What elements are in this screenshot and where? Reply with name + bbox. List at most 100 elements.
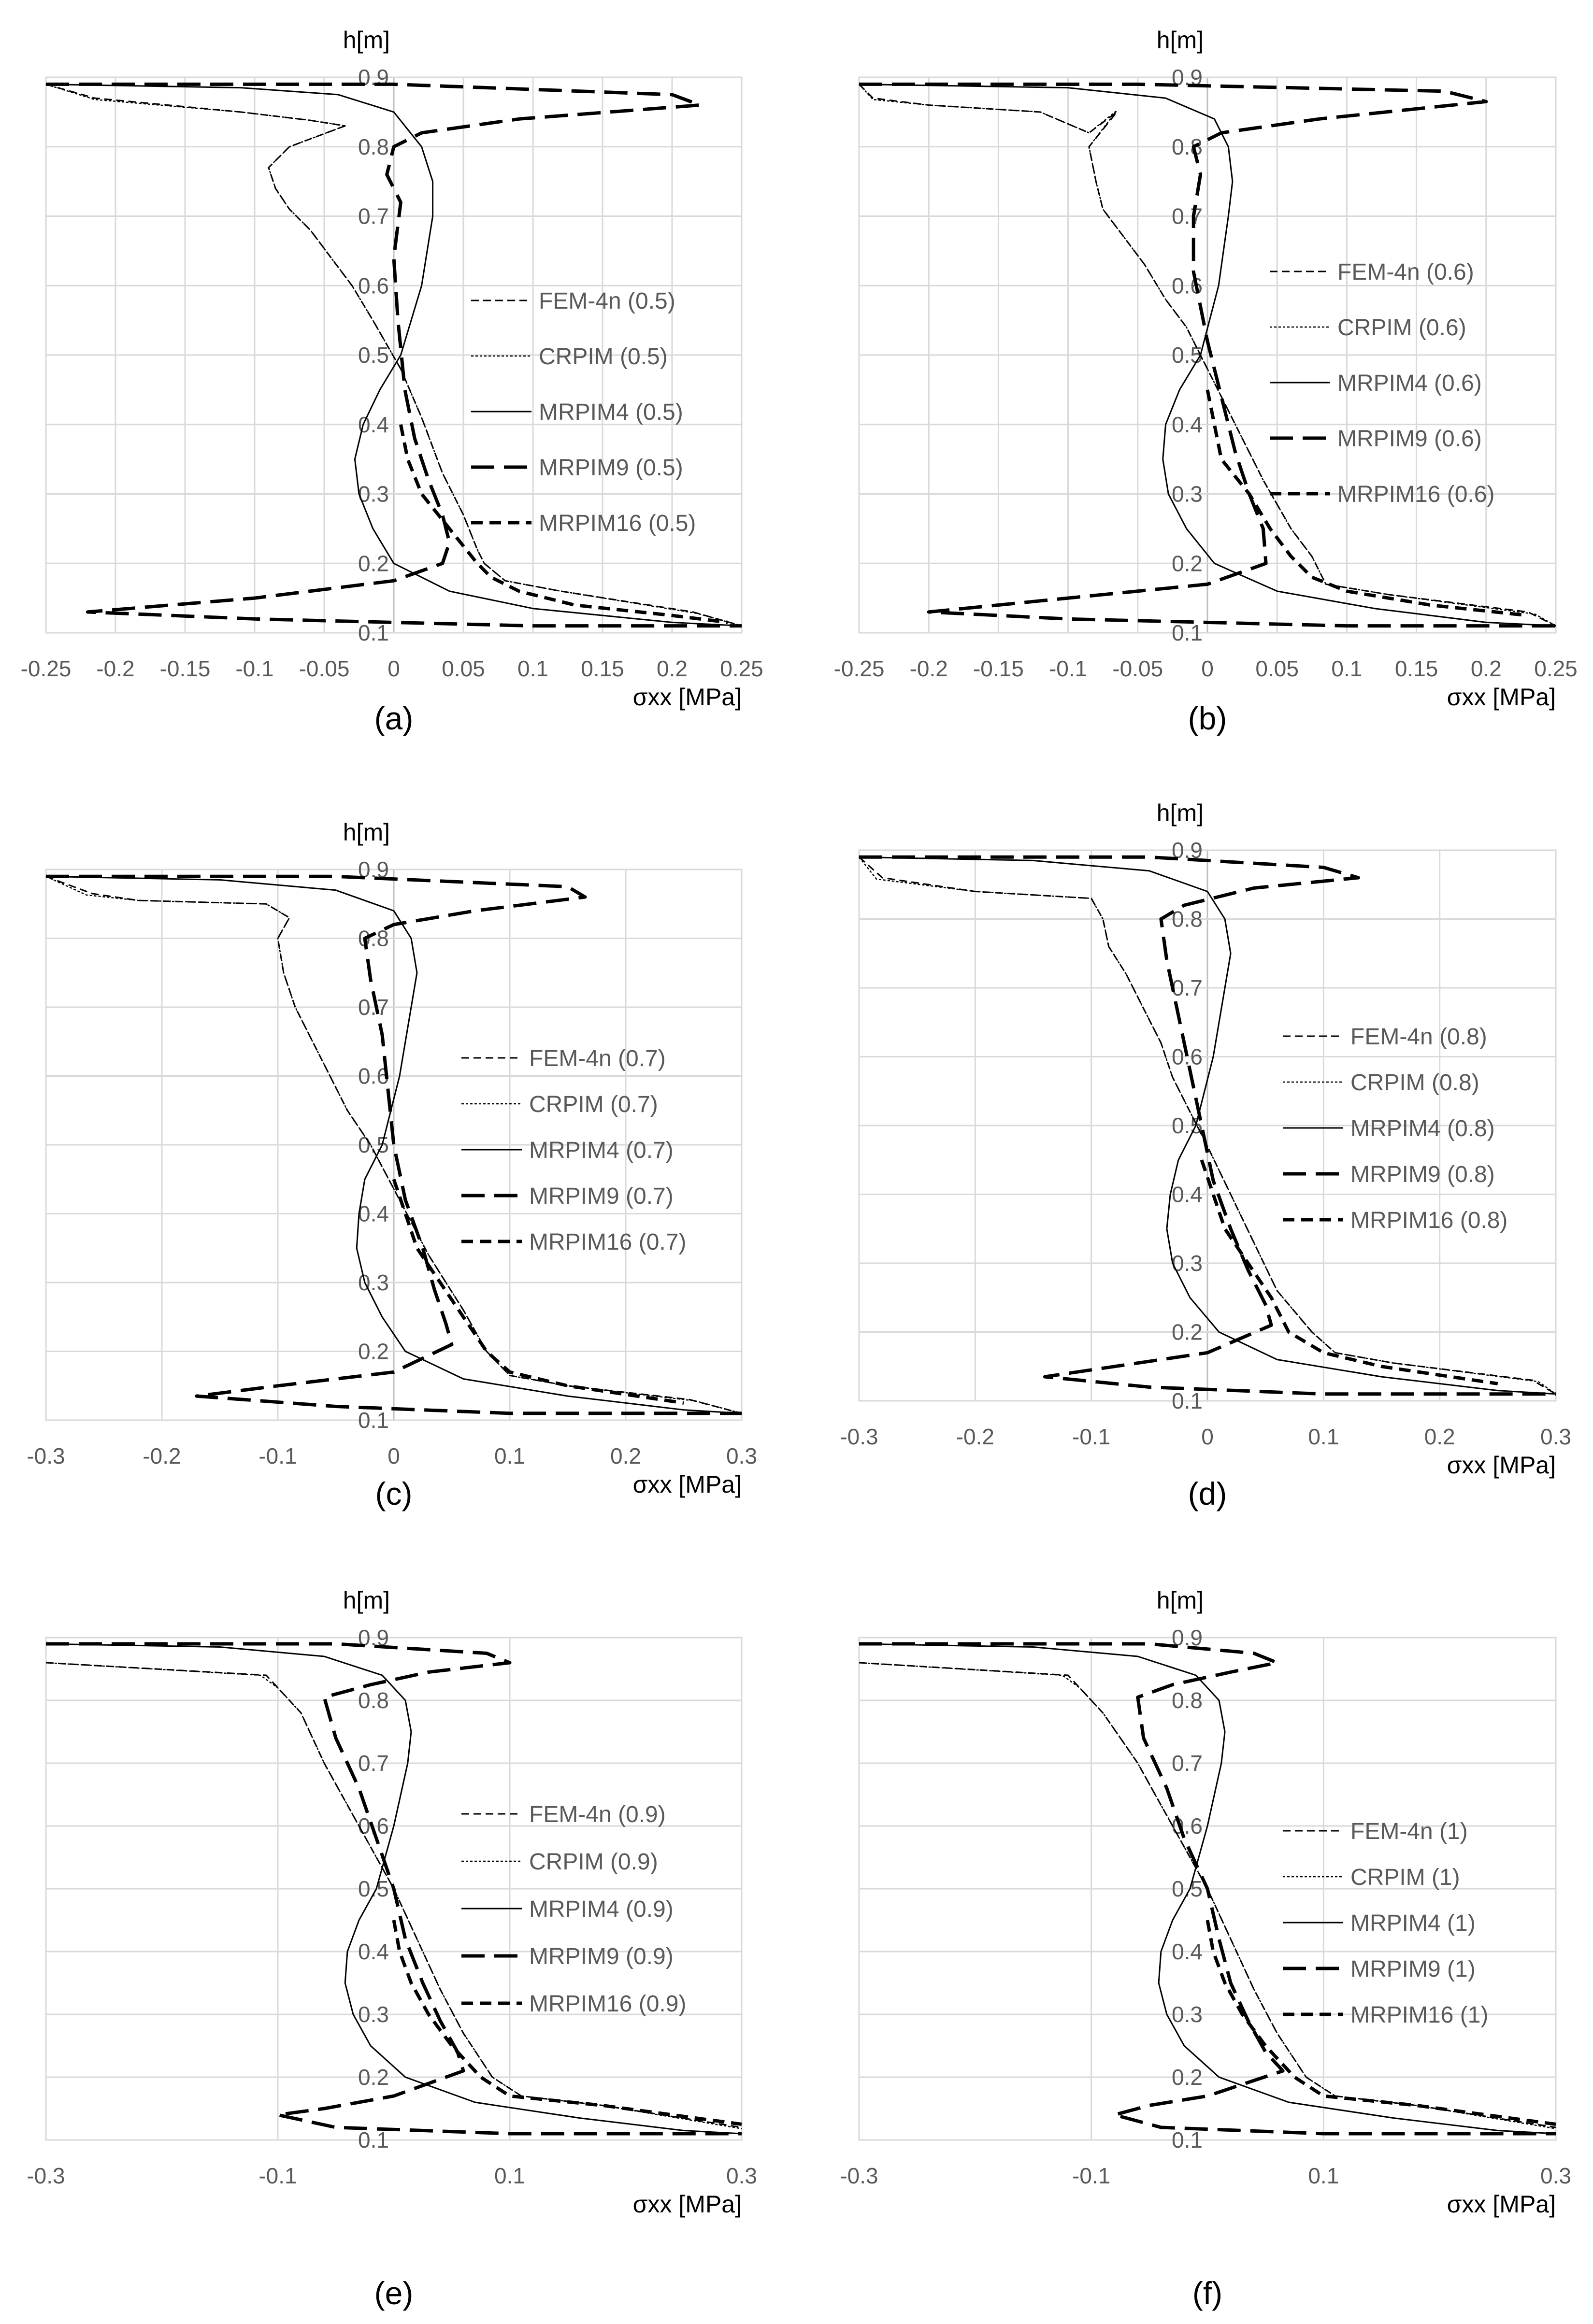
y-tick-label: 0.4 (1172, 1939, 1203, 1964)
y-tick-label: 0.5 (1172, 342, 1203, 368)
panel-caption: (d) (1188, 1476, 1227, 1511)
x-axis-label: σxx [MPa] (633, 1471, 742, 1498)
y-tick-label: 0.3 (358, 482, 389, 507)
x-tick-label: 0.1 (1331, 656, 1362, 681)
x-tick-label: 0 (1201, 1424, 1214, 1449)
series-line-mrpim9 (859, 855, 1556, 1396)
legend-label: MRPIM16 (0.5) (539, 511, 696, 536)
y-tick-label: 0.3 (358, 2002, 389, 2027)
x-tick-label: -0.1 (1072, 2163, 1110, 2188)
y-tick-label: 0.2 (1172, 551, 1203, 576)
y-tick-label: 0.2 (358, 2065, 389, 2090)
y-tick-label: 0.6 (358, 273, 389, 298)
series-line-fem-4n (45, 83, 742, 627)
series-line-mrpim4 (45, 875, 742, 1414)
chart-panel-e: -0.3 -0.1 0.1 0.30.10.20.30.40.50.60.70.80.… (27, 1587, 757, 2311)
x-tick-label: -0.25 (21, 656, 72, 681)
legend: FEM-4n (0.5) CRPIM (0.5) MRPIM4 (0.5) MRPIM… (471, 288, 696, 536)
x-tick-label: -0.1 (258, 1443, 297, 1469)
series-line-mrpim9 (859, 1642, 1556, 2136)
x-tick-label: 0.1 (1308, 2163, 1339, 2188)
legend-label: CRPIM (1) (1350, 1865, 1460, 1890)
x-axis-label: σxx [MPa] (1447, 2191, 1556, 2218)
x-tick-label: 0.05 (442, 656, 485, 681)
y-tick-label: 0.7 (358, 204, 389, 229)
legend-label: MRPIM9 (0.5) (539, 455, 683, 481)
y-tick-label: 0.1 (1172, 1388, 1203, 1413)
legend: FEM-4n (0.7) CRPIM (0.7) MRPIM4 (0.7) MRPIM… (461, 1046, 686, 1255)
series-line-crpim (859, 1662, 1556, 2129)
y-tick-label: 0.4 (1172, 1182, 1203, 1207)
legend-label: MRPIM9 (1) (1350, 1956, 1476, 1982)
y-tick-label: 0.6 (358, 1064, 389, 1089)
panel-caption: (c) (375, 1476, 413, 1511)
series-line-mrpim9 (46, 1642, 742, 2136)
x-tick-label: -0.3 (840, 1424, 878, 1449)
series-line-crpim (859, 856, 1556, 1395)
x-tick-label: -0.2 (956, 1424, 994, 1449)
legend-label: CRPIM (0.8) (1350, 1070, 1479, 1096)
y-tick-label: 0.1 (358, 1408, 389, 1433)
panel-caption: (a) (374, 700, 414, 736)
legend-label: MRPIM4 (0.9) (529, 1896, 674, 1922)
legend-label: CRPIM (0.9) (529, 1849, 658, 1875)
series-line-mrpim4 (859, 1643, 1556, 2135)
series-line-mrpim4 (859, 83, 1556, 627)
y-tick-label: 0.3 (1172, 482, 1203, 507)
y-tick-label: 0.1 (1172, 2127, 1203, 2153)
y-tick-label: 0.2 (358, 1339, 389, 1364)
chart-panel-b: -0.25 -0.2 -0.15 -0.1 -0.05 0 0.05 0.1 0.15 0.2 0.… (834, 27, 1578, 736)
legend-label: MRPIM4 (0.6) (1337, 371, 1482, 396)
legend-label: CRPIM (0.5) (539, 344, 668, 370)
x-tick-label: 0.1 (1308, 1424, 1339, 1449)
y-tick-label: 0.8 (1172, 907, 1203, 932)
legend-label: MRPIM16 (1) (1350, 2002, 1488, 2028)
series-line-mrpim16 (392, 1920, 742, 2126)
y-tick-label: 0.8 (358, 1688, 389, 1713)
y-tick-label: 0.8 (1172, 1688, 1203, 1713)
y-tick-label: 0.8 (1172, 134, 1203, 159)
y-tick-label: 0.1 (1172, 620, 1203, 645)
x-axis-label: σxx [MPa] (633, 684, 742, 711)
series-line-mrpim16 (1206, 1920, 1556, 2126)
y-tick-label: 0.1 (358, 620, 389, 645)
chart-panel-d: -0.3 -0.2 -0.1 0 0.1 0.2 0.30.10.20.30.40.50.6… (840, 799, 1571, 1511)
y-axis-label: h[m] (343, 1587, 390, 1614)
legend-label: FEM-4n (0.5) (539, 288, 675, 314)
y-tick-label: 0.5 (358, 1876, 389, 1901)
x-tick-label: -0.25 (834, 656, 885, 681)
y-axis-label: h[m] (343, 27, 390, 54)
y-tick-label: 0.9 (358, 65, 389, 90)
legend-label: MRPIM16 (0.8) (1350, 1208, 1507, 1233)
y-tick-label: 0.8 (358, 926, 389, 951)
x-tick-label: 0 (1201, 656, 1214, 681)
x-tick-label: -0.1 (258, 2163, 297, 2188)
legend-label: MRPIM9 (0.7) (529, 1183, 674, 1209)
y-tick-label: 0.5 (1172, 1876, 1203, 1901)
y-tick-label: 0.7 (1172, 975, 1203, 1000)
x-tick-label: 0.2 (1424, 1424, 1455, 1449)
x-tick-label: -0.15 (160, 656, 211, 681)
y-tick-label: 0.7 (1172, 1751, 1203, 1776)
x-tick-label: 0.1 (494, 2163, 525, 2188)
legend: FEM-4n (0.9) CRPIM (0.9) MRPIM4 (0.9) MRPIM… (461, 1802, 686, 2017)
series-line-fem-4n (45, 875, 742, 1414)
legend-label: FEM-4n (0.8) (1350, 1024, 1487, 1050)
legend-label: FEM-4n (0.9) (529, 1802, 666, 1827)
x-tick-label: -0.15 (973, 656, 1024, 681)
y-tick-label: 0.4 (1172, 412, 1203, 437)
series-line-fem-4n (858, 84, 1556, 627)
x-axis-label: σxx [MPa] (1447, 684, 1556, 711)
x-tick-label: 0.2 (610, 1443, 641, 1469)
x-tick-label: 0 (387, 1443, 400, 1469)
y-tick-label: 0.2 (358, 551, 389, 576)
legend-label: MRPIM4 (1) (1350, 1911, 1476, 1936)
x-tick-label: 0.15 (581, 656, 624, 681)
series-line-mrpim4 (859, 856, 1556, 1395)
x-tick-label: 0 (387, 656, 400, 681)
y-tick-label: 0.8 (358, 134, 389, 159)
x-tick-label: -0.2 (96, 656, 134, 681)
x-tick-label: -0.2 (143, 1443, 181, 1469)
x-tick-label: -0.1 (1072, 1424, 1110, 1449)
